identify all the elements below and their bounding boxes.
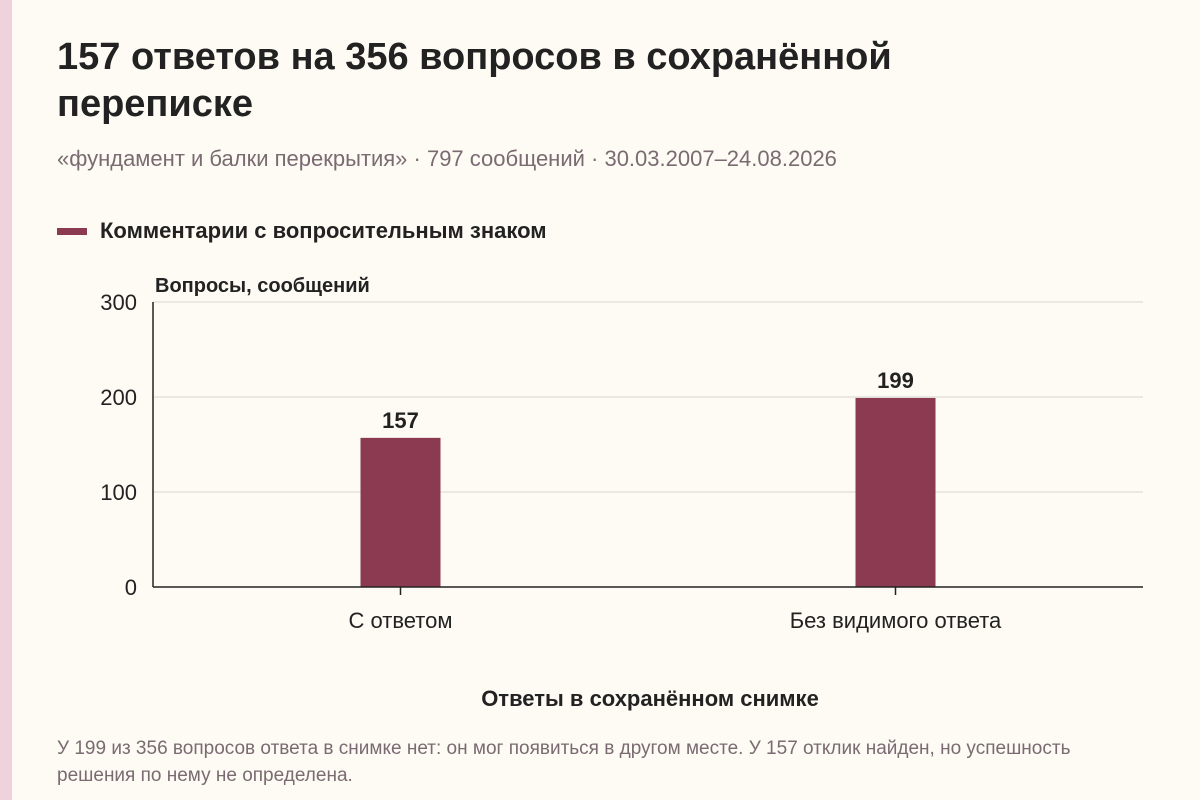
bar	[360, 437, 441, 587]
data-label: 199	[877, 368, 914, 393]
bar	[855, 397, 936, 587]
y-tick-label: 200	[100, 385, 137, 410]
x-axis-title: Ответы в сохранённом снимке	[481, 686, 819, 711]
legend: Комментарии с вопросительным знаком	[57, 218, 547, 244]
chart-subtitle: «фундамент и балки перекрытия» · 797 соо…	[57, 146, 837, 171]
x-tick-label: С ответом	[349, 608, 453, 633]
legend-label: Комментарии с вопросительным знаком	[100, 218, 547, 243]
chart-title: 157 ответов на 356 вопросов в сохранённо…	[57, 36, 892, 125]
y-axis-title: Вопросы, сообщений	[155, 275, 370, 297]
footnote: У 199 из 356 вопросов ответа в снимке не…	[57, 738, 1071, 786]
legend-swatch	[57, 227, 87, 235]
data-label: 157	[382, 408, 419, 433]
y-tick-label: 100	[100, 480, 137, 505]
y-tick-label: 300	[100, 290, 137, 315]
bar-chart: 0 100 200 300 Вопросы, сообщений 157 С ответом…	[100, 275, 1143, 633]
left-accent-bar	[0, 0, 12, 800]
x-tick-label: Без видимого ответа	[790, 608, 1002, 633]
y-tick-label: 0	[125, 575, 137, 600]
